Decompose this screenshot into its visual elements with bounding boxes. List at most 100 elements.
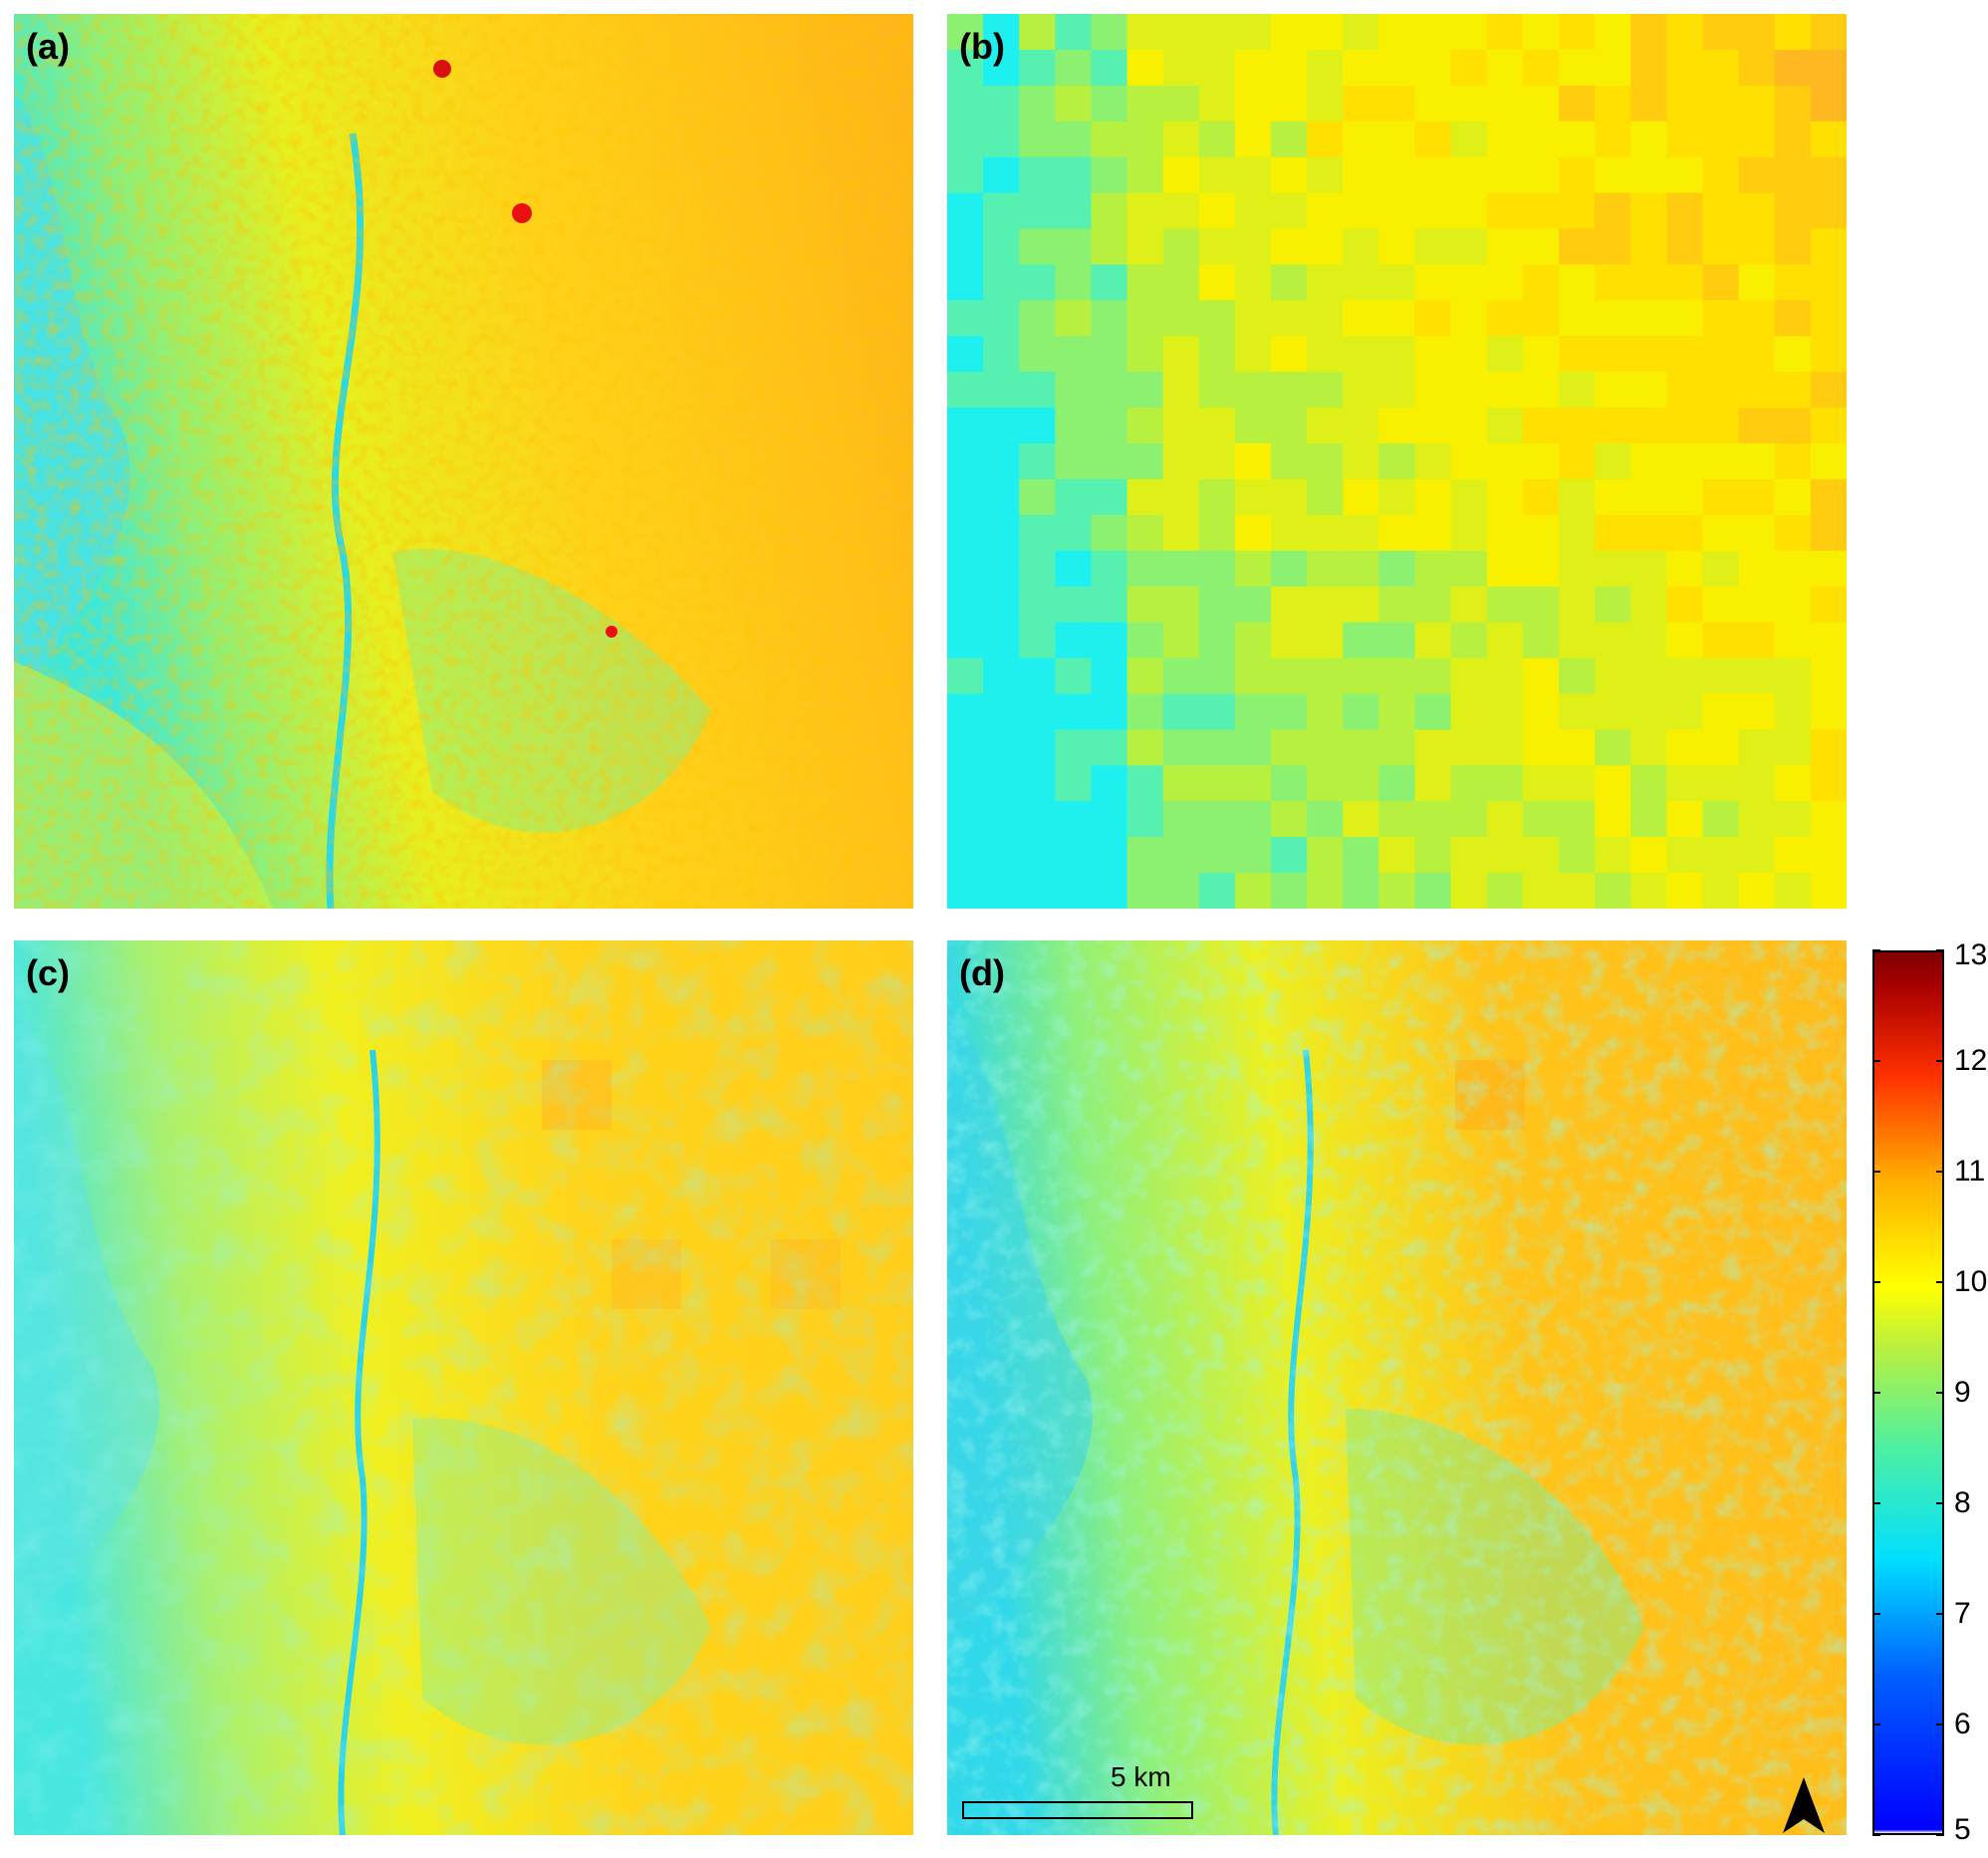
coarse-pixel bbox=[1234, 514, 1272, 552]
coarse-pixel bbox=[1522, 622, 1560, 660]
coarse-pixel bbox=[1774, 478, 1812, 516]
coarse-pixel bbox=[1126, 550, 1164, 588]
coarse-pixel bbox=[1630, 121, 1667, 158]
coarse-pixel bbox=[1307, 693, 1344, 730]
colorbar-tick-label: 10 bbox=[1954, 1265, 1988, 1298]
coarse-pixel bbox=[1019, 121, 1056, 158]
coarse-pixel bbox=[1666, 336, 1704, 373]
coarse-pixel bbox=[947, 336, 984, 373]
coarse-pixel bbox=[1630, 586, 1667, 624]
coarse-pixel bbox=[1595, 837, 1631, 874]
coarse-pixel bbox=[1271, 156, 1308, 194]
coarse-pixel bbox=[1378, 121, 1416, 158]
coarse-pixel bbox=[1198, 407, 1236, 444]
coarse-pixel bbox=[1307, 622, 1344, 660]
coarse-pixel bbox=[1234, 622, 1272, 660]
coarse-pixel bbox=[1774, 372, 1812, 408]
coarse-pixel bbox=[1091, 85, 1128, 123]
coarse-pixel bbox=[1162, 693, 1200, 730]
coarse-pixel bbox=[947, 801, 984, 838]
coarse-pixel bbox=[1630, 873, 1667, 909]
colorbar-tick-mark bbox=[1936, 1613, 1944, 1615]
coarse-pixel bbox=[947, 873, 984, 909]
coarse-pixel bbox=[1486, 622, 1524, 660]
coarse-pixel bbox=[1666, 729, 1704, 766]
colorbar-tick-mark bbox=[1936, 1281, 1944, 1283]
coarse-pixel bbox=[1666, 264, 1704, 301]
coarse-pixel bbox=[1307, 550, 1344, 588]
coarse-pixel bbox=[1702, 300, 1740, 337]
coarse-pixel bbox=[1486, 49, 1524, 87]
coarse-pixel bbox=[1810, 85, 1847, 123]
coarse-pixel bbox=[1091, 514, 1128, 552]
coarse-pixel bbox=[1666, 14, 1704, 51]
coarse-pixel bbox=[1774, 85, 1812, 123]
coarse-pixel bbox=[1343, 407, 1380, 444]
coarse-pixel bbox=[1091, 729, 1128, 766]
coarse-pixel bbox=[1486, 765, 1524, 802]
coarse-pixel bbox=[947, 729, 984, 766]
coarse-pixel bbox=[1091, 443, 1128, 480]
coarse-pixel bbox=[983, 264, 1020, 301]
coarse-pixel bbox=[1630, 336, 1667, 373]
coarse-pixel bbox=[1666, 85, 1704, 123]
coarse-pixel bbox=[1450, 586, 1488, 624]
coarse-pixel bbox=[1019, 693, 1056, 730]
coarse-pixel bbox=[1738, 49, 1776, 87]
coarse-pixel bbox=[1126, 837, 1164, 874]
colorbar-ramp bbox=[1872, 950, 1944, 1835]
coarse-pixel bbox=[1414, 837, 1452, 874]
coarse-pixel bbox=[1378, 622, 1416, 660]
coarse-pixel bbox=[1738, 121, 1776, 158]
coarse-pixel bbox=[1559, 765, 1596, 802]
coarse-pixel bbox=[1666, 765, 1704, 802]
coarse-pixel bbox=[1414, 622, 1452, 660]
coarse-pixel bbox=[1271, 622, 1308, 660]
coarse-pixel bbox=[1055, 121, 1093, 158]
coarse-pixel bbox=[1414, 14, 1452, 51]
coarse-pixel bbox=[1595, 264, 1631, 301]
coarse-pixel bbox=[1271, 264, 1308, 301]
coarse-pixel bbox=[1307, 121, 1344, 158]
coarse-pixel bbox=[1702, 586, 1740, 624]
coarse-pixel bbox=[1738, 407, 1776, 444]
coarse-pixel bbox=[1126, 372, 1164, 408]
coarse-pixel bbox=[1486, 873, 1524, 909]
coarse-pixel bbox=[1810, 729, 1847, 766]
coarse-pixel bbox=[1055, 300, 1093, 337]
colorbar-tick-mark bbox=[1872, 1834, 1880, 1836]
colorbar-tick-label: 9 bbox=[1954, 1376, 1971, 1409]
coarse-pixel bbox=[1414, 121, 1452, 158]
coarse-pixel bbox=[1126, 514, 1164, 552]
coarse-pixel bbox=[1486, 514, 1524, 552]
coarse-pixel bbox=[1126, 407, 1164, 444]
coarse-pixel bbox=[1234, 693, 1272, 730]
coarse-pixel bbox=[1559, 192, 1596, 230]
coarse-pixel bbox=[1307, 801, 1344, 838]
coarse-pixel bbox=[1091, 264, 1128, 301]
coarse-pixel bbox=[1307, 192, 1344, 230]
coarse-pixel bbox=[1738, 372, 1776, 408]
coarse-pixel bbox=[1378, 300, 1416, 337]
coarse-pixel bbox=[1019, 372, 1056, 408]
coarse-pixel bbox=[1450, 49, 1488, 87]
panel-label-c: (c) bbox=[26, 952, 70, 993]
coarse-pixel bbox=[983, 622, 1020, 660]
coarse-pixel bbox=[1055, 336, 1093, 373]
coarse-pixel bbox=[1810, 478, 1847, 516]
coarse-pixel bbox=[1522, 729, 1560, 766]
coarse-pixel bbox=[1450, 658, 1488, 695]
coarse-pixel bbox=[1271, 372, 1308, 408]
coarse-pixel bbox=[1450, 478, 1488, 516]
coarse-pixel bbox=[1019, 837, 1056, 874]
coarse-pixel bbox=[1198, 478, 1236, 516]
coarse-pixel bbox=[1595, 372, 1631, 408]
coarse-pixel bbox=[1055, 658, 1093, 695]
colorbar-tick-mark bbox=[1936, 1834, 1944, 1836]
coarse-pixel bbox=[1595, 336, 1631, 373]
coarse-pixel bbox=[1126, 156, 1164, 194]
coarse-pixel bbox=[1630, 514, 1667, 552]
coarse-pixel bbox=[1630, 550, 1667, 588]
coarse-pixel bbox=[1595, 14, 1631, 51]
map-panel-a: (a) bbox=[14, 14, 913, 909]
